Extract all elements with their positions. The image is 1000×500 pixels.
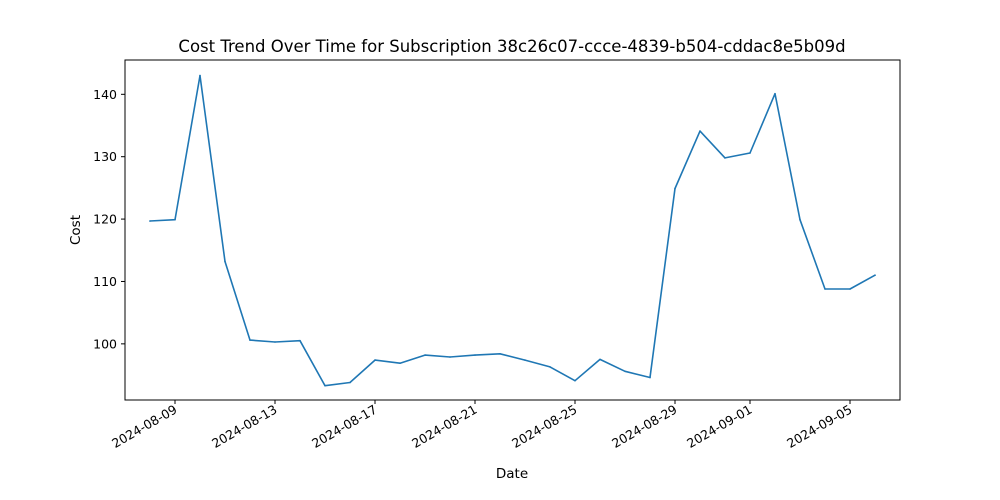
data-point <box>849 288 851 290</box>
data-point <box>274 341 276 343</box>
x-tick-label: 2024-08-09 <box>109 402 179 451</box>
data-point <box>724 157 726 159</box>
y-axis: 100 110 120 130 140 <box>93 87 125 351</box>
data-point <box>224 260 226 263</box>
y-axis-label: Cost <box>68 215 84 245</box>
data-point <box>399 362 401 365</box>
data-point <box>749 152 751 154</box>
x-tick-label: 2024-08-25 <box>509 402 579 451</box>
data-point <box>299 339 301 342</box>
data-point <box>449 356 451 358</box>
y-tick-label: 130 <box>93 149 117 164</box>
data-point <box>324 384 326 387</box>
data-point <box>699 130 701 132</box>
data-point <box>474 354 476 356</box>
data-point <box>774 92 776 95</box>
x-tick-label: 2024-08-13 <box>209 402 279 451</box>
data-point <box>424 354 426 356</box>
plot-frame <box>124 59 901 401</box>
x-tick-label: 2024-09-05 <box>784 402 854 451</box>
data-point <box>649 376 651 379</box>
data-point <box>149 220 151 222</box>
series-line <box>149 74 876 387</box>
data-point <box>374 359 376 361</box>
data-point <box>874 274 876 277</box>
y-tick-label: 100 <box>93 336 117 351</box>
data-point <box>199 74 201 77</box>
y-tick-label: 120 <box>93 212 117 227</box>
data-point <box>549 366 551 368</box>
data-point <box>824 288 826 290</box>
data-point <box>599 358 601 361</box>
plot-area <box>149 74 876 387</box>
data-point <box>624 370 626 373</box>
data-point <box>674 187 676 190</box>
y-tick-label: 140 <box>93 87 117 102</box>
data-point <box>249 339 251 341</box>
x-axis-label: Date <box>496 466 528 482</box>
x-tick-label: 2024-08-21 <box>409 402 479 451</box>
x-tick-label: 2024-08-29 <box>609 402 679 451</box>
data-point <box>574 379 576 382</box>
x-tick-label: 2024-09-01 <box>684 402 754 451</box>
data-point <box>524 359 526 361</box>
y-tick-label: 110 <box>93 274 117 289</box>
data-point <box>174 218 176 221</box>
data-point <box>799 218 801 221</box>
data-point <box>499 353 501 355</box>
chart-title: Cost Trend Over Time for Subscription 38… <box>178 37 845 56</box>
x-axis: 2024-08-09 2024-08-13 2024-08-17 2024-08-21… <box>109 400 855 451</box>
data-point <box>349 381 351 384</box>
x-tick-label: 2024-08-17 <box>309 402 379 451</box>
